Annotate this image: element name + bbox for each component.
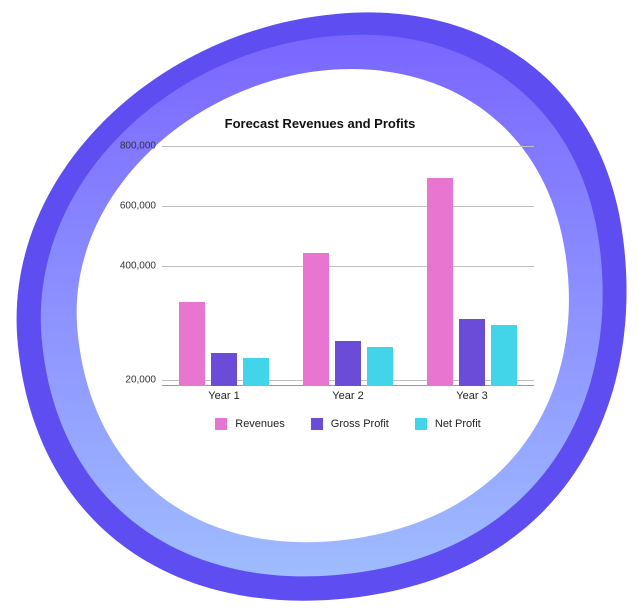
y-tick-label: 20,000: [100, 375, 156, 386]
canvas: Forecast Revenues and Profits 20,000 400,…: [0, 0, 638, 612]
x-axis-labels: Year 1 Year 2 Year 3: [162, 390, 534, 408]
bar: [179, 302, 205, 386]
legend-label: Revenues: [235, 418, 285, 430]
x-tick-label: Year 2: [332, 390, 363, 402]
chart-title: Forecast Revenues and Profits: [100, 116, 540, 131]
axis-area: 20,000400,000600,000800,000: [100, 146, 540, 386]
bar: [243, 358, 269, 387]
y-tick-label: 400,000: [100, 261, 156, 272]
legend-item: Revenues: [215, 418, 285, 430]
legend-item: Net Profit: [415, 418, 481, 430]
bar: [303, 253, 329, 387]
bar-layer: [162, 146, 534, 386]
legend: Revenues Gross Profit Net Profit: [162, 414, 534, 434]
y-tick-label: 800,000: [100, 141, 156, 152]
y-tick-label: 600,000: [100, 201, 156, 212]
bar: [335, 341, 361, 386]
x-tick-label: Year 3: [456, 390, 487, 402]
bar: [427, 178, 453, 387]
legend-swatch: [415, 418, 427, 430]
legend-swatch: [311, 418, 323, 430]
bar: [367, 347, 393, 386]
forecast-chart: Forecast Revenues and Profits 20,000 400,…: [100, 118, 540, 438]
x-tick-label: Year 1: [208, 390, 239, 402]
legend-item: Gross Profit: [311, 418, 389, 430]
bar: [211, 353, 237, 386]
bar: [459, 319, 485, 387]
legend-label: Gross Profit: [331, 418, 389, 430]
bar: [491, 325, 517, 387]
legend-label: Net Profit: [435, 418, 481, 430]
legend-swatch: [215, 418, 227, 430]
